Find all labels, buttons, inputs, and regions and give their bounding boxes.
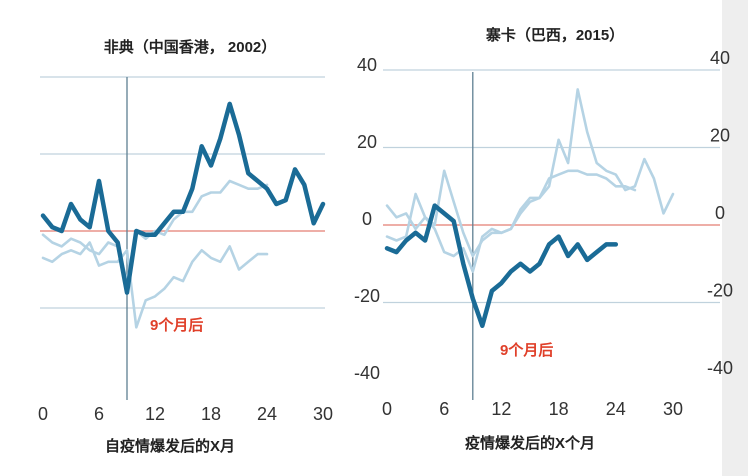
x-tick-label: 24 xyxy=(257,404,277,424)
series-line-comparison xyxy=(385,88,675,258)
series-line-comparison xyxy=(385,169,637,273)
y-tick-label: -20 xyxy=(707,281,733,301)
y-tick-label: 40 xyxy=(357,55,377,75)
series-line-main xyxy=(40,101,326,295)
chart-title: 寨卡（巴西，2015） xyxy=(485,26,624,44)
gridlines xyxy=(40,76,325,400)
x-tick-label: 6 xyxy=(94,404,104,424)
event-annotation: 9个月后 xyxy=(500,341,553,359)
event-annotation: 9个月后 xyxy=(150,316,203,334)
y-tick-label: 40 xyxy=(710,48,730,68)
series-line-comparison xyxy=(41,179,269,283)
y-tick-label: 0 xyxy=(715,203,725,223)
x-tick-label: 0 xyxy=(38,404,48,424)
x-tick-label: 12 xyxy=(491,399,511,419)
x-tick-label: 12 xyxy=(145,404,165,424)
series-line-main xyxy=(384,203,619,329)
x-tick-label: 18 xyxy=(201,404,221,424)
x-tick-label: 30 xyxy=(663,399,683,419)
chart-panel-sars: 非典（中国香港， 2002） 自疫情爆发后的X月 9个月后 40 20 0 -20 -4… xyxy=(38,38,380,455)
x-tick-label: 0 xyxy=(382,399,392,419)
series-line-comparison xyxy=(41,241,269,329)
y-tick-label: -20 xyxy=(354,286,380,306)
gridlines xyxy=(383,69,720,400)
right-edge-band xyxy=(722,0,748,476)
x-axis-label: 自疫情爆发后的X月 xyxy=(105,437,235,455)
chart-title: 非典（中国香港， 2002） xyxy=(104,38,277,56)
y-tick-label: 20 xyxy=(357,132,377,152)
y-tick-label: -40 xyxy=(354,363,380,383)
y-tick-label: 20 xyxy=(710,126,730,146)
chart-panel-zika: 寨卡（巴西，2015） 疫情爆发后的X个月 9个月后 40 20 0 -20 -40 0 6… xyxy=(382,26,733,452)
y-tick-label: -40 xyxy=(707,358,733,378)
x-tick-label: 24 xyxy=(606,399,626,419)
y-tick-label: 0 xyxy=(362,209,372,229)
x-tick-label: 6 xyxy=(439,399,449,419)
x-tick-label: 30 xyxy=(313,404,333,424)
x-axis-label: 疫情爆发后的X个月 xyxy=(465,434,595,452)
x-tick-label: 18 xyxy=(549,399,569,419)
